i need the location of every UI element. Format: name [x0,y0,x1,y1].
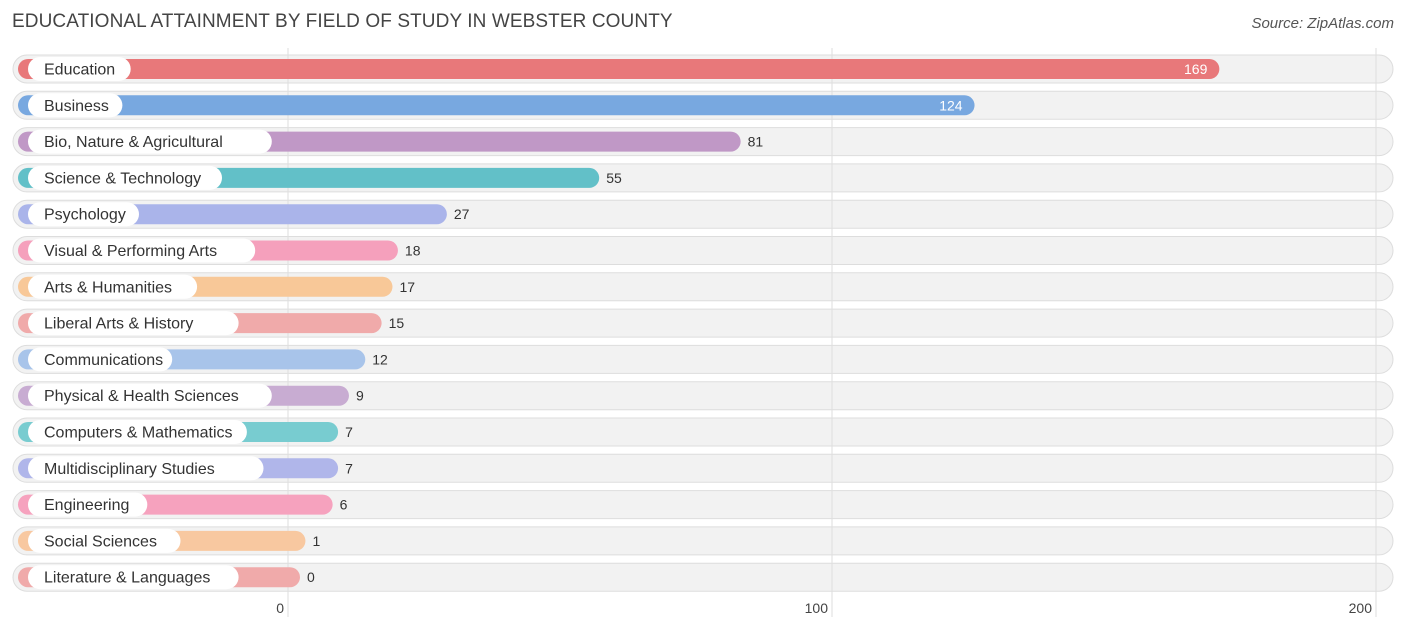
bar-group: Education 169 [18,57,1220,81]
value-label: 17 [399,279,415,295]
category-label-pill [28,238,256,263]
x-tick-label: 200 [1349,600,1373,616]
row-background [12,490,1394,520]
category-label-pill [28,311,239,336]
category-label-pill [28,57,131,81]
category-label: Business [44,98,109,115]
bar-group: Business 124 [18,93,975,118]
value-label: 81 [748,134,764,150]
value-label: 27 [454,206,470,222]
category-label: Computers & Mathematics [44,425,233,442]
value-label: 12 [372,351,388,367]
category-label: Liberal Arts & History [44,316,193,333]
bar-group: Communications 12 [18,347,388,372]
bar-group: Physical & Health Sciences 9 [18,383,364,408]
value-label: 124 [939,97,963,113]
value-label: 18 [405,243,421,259]
category-label-pill [28,420,247,444]
category-label: Psychology [44,207,126,224]
category-label: Communications [44,352,163,369]
value-label: 55 [606,170,622,186]
bar-group: Arts & Humanities 17 [18,274,415,299]
row-background [12,453,1394,483]
category-label: Physical & Health Sciences [44,388,239,405]
category-label-pill [28,202,139,227]
category-label: Education [44,62,115,79]
bar-group: Engineering 6 [18,492,348,517]
chart-title: EDUCATIONAL ATTAINMENT BY FIELD OF STUDY… [12,11,673,32]
category-label: Multidisciplinary Studies [44,461,215,478]
value-label: 7 [345,424,353,440]
value-label: 1 [312,533,320,549]
value-label: 7 [345,460,353,476]
bar-group: Social Sciences 1 [18,528,320,553]
category-label: Visual & Performing Arts [44,243,217,260]
category-label-pill [28,165,222,190]
category-label-pill [28,93,123,118]
value-label: 15 [389,315,405,331]
row-background [12,526,1394,556]
category-label-pill [28,565,239,590]
source-note: Source: ZipAtlas.com [1251,15,1394,32]
value-label: 9 [356,388,364,404]
value-label: 6 [340,497,348,513]
category-label-pill [28,456,264,481]
bar-group: Computers & Mathematics 7 [18,420,353,444]
bar [18,59,1220,79]
category-label-pill [28,383,272,408]
x-tick-label: 0 [276,600,284,616]
category-label-pill [28,492,148,517]
category-label: Engineering [44,497,129,514]
bar-group: Science & Technology 55 [18,165,622,190]
bar-group: Bio, Nature & Agricultural 81 [18,129,764,154]
category-label: Literature & Languages [44,570,210,587]
bar [18,95,975,116]
category-label: Bio, Nature & Agricultural [44,134,223,151]
row-background [12,417,1394,447]
row-background [12,562,1394,592]
value-label: 169 [1184,61,1208,77]
category-label-pill [28,528,181,553]
bar-group: Liberal Arts & History 15 [18,311,405,336]
value-label: 0 [307,569,315,585]
category-label: Arts & Humanities [44,279,172,296]
bar-group: Literature & Languages 0 [18,565,315,590]
bar-group: Multidisciplinary Studies 7 [18,456,353,481]
category-label: Science & Technology [44,170,201,187]
bar-group: Psychology 27 [18,202,470,227]
category-label-pill [28,347,173,372]
bar-group: Visual & Performing Arts 18 [18,238,421,263]
category-label: Social Sciences [44,533,157,550]
x-tick-label: 100 [805,600,829,616]
row-background [12,381,1394,411]
category-label-pill [28,129,272,154]
category-label-pill [28,274,198,299]
